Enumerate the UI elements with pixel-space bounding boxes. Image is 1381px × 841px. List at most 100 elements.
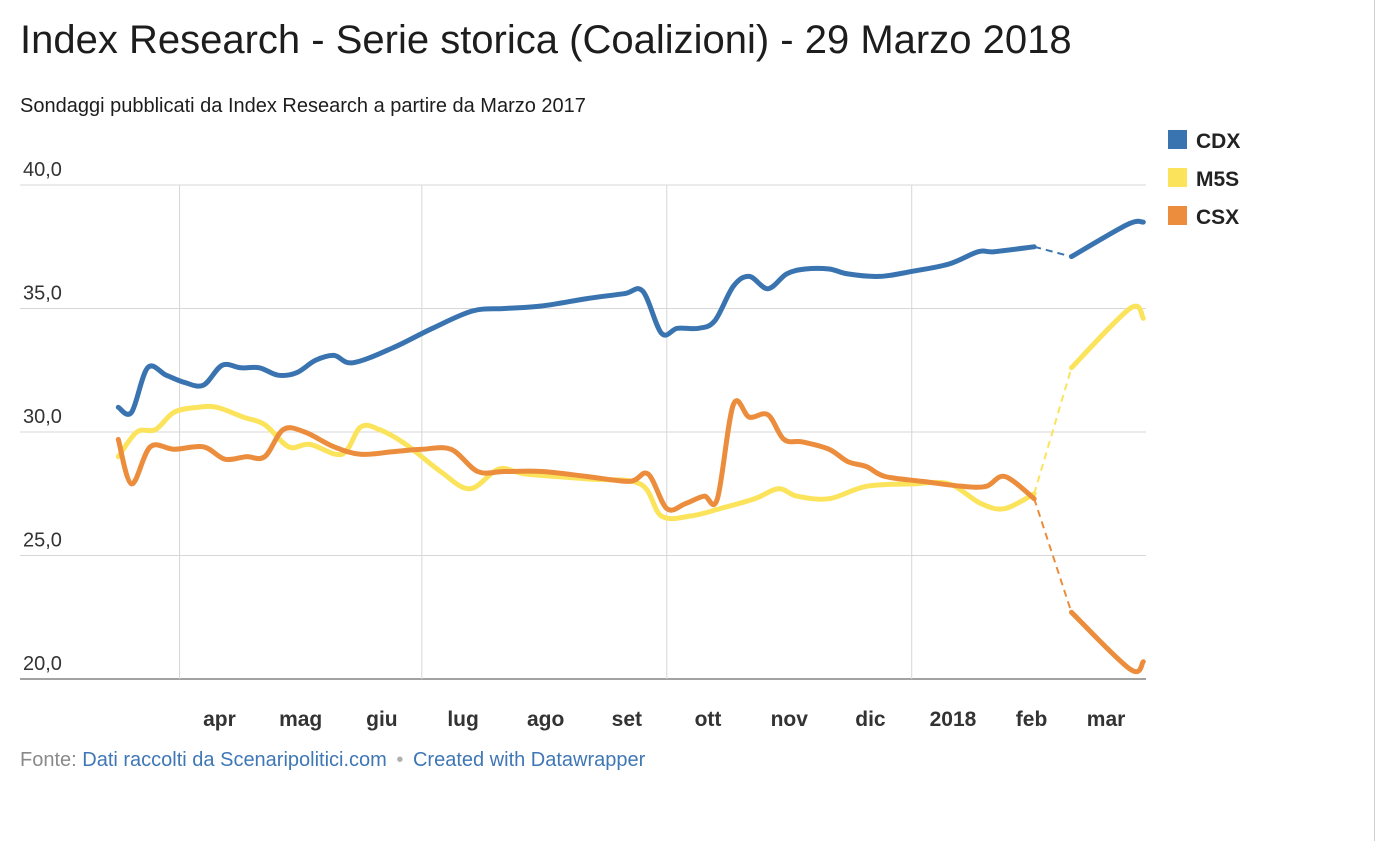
data-point-m5s: [1070, 367, 1072, 369]
data-point-csx: [391, 451, 393, 453]
data-point-csx: [202, 446, 204, 448]
data-point-m5s: [117, 456, 119, 458]
data-point-cdx: [165, 374, 167, 376]
datawrapper-credit-link[interactable]: Created with Datawrapper: [412, 749, 646, 771]
data-point-cdx: [698, 327, 700, 329]
data-point-cdx: [785, 273, 787, 275]
data-point-csx: [173, 448, 175, 450]
data-point-cdx: [351, 362, 353, 364]
series-line-csx-after: [1069, 609, 1146, 675]
legend-label-m5s: M5S: [1196, 168, 1239, 191]
data-point-cdx: [471, 310, 473, 312]
series-line-csx: [115, 398, 1037, 513]
data-point-csx: [303, 431, 305, 433]
x-tick-label: 2018: [930, 708, 977, 731]
data-point-m5s: [173, 411, 175, 413]
data-point-cdx: [1126, 223, 1128, 225]
data-point-cdx: [221, 364, 223, 366]
y-tick-label: 35,0: [23, 283, 62, 305]
y-tick-label: 20,0: [23, 653, 62, 675]
data-point-m5s: [216, 406, 218, 408]
data-point-csx: [130, 483, 132, 485]
series-gap-csx: [1033, 498, 1073, 613]
data-point-csx: [628, 480, 630, 482]
x-tick-label: ago: [527, 708, 564, 731]
data-point-cdx: [295, 372, 297, 374]
x-tick-label: mar: [1087, 708, 1126, 731]
data-point-m5s: [796, 495, 798, 497]
data-point-cdx: [184, 381, 186, 383]
data-point-m5s: [242, 416, 244, 418]
x-tick-label: apr: [203, 708, 236, 731]
data-point-csx: [264, 456, 266, 458]
data-point-cdx: [240, 367, 242, 369]
data-point-csx: [1142, 661, 1144, 663]
data-point-csx: [117, 438, 119, 440]
data-point-csx: [149, 446, 151, 448]
data-point-csx: [703, 495, 705, 497]
data-point-cdx: [314, 359, 316, 361]
data-point-csx: [503, 470, 505, 472]
series-gap-m5s: [1033, 367, 1073, 495]
x-tick-label: nov: [771, 708, 809, 731]
data-point-csx: [716, 497, 718, 499]
data-point-csx: [666, 507, 668, 509]
series-line-cdx: [115, 244, 1037, 417]
data-point-csx: [783, 438, 785, 440]
data-point-m5s: [341, 453, 343, 455]
data-point-csx: [421, 448, 423, 450]
data-point-cdx: [993, 250, 995, 252]
data-point-cdx: [660, 332, 662, 334]
data-point-m5s: [288, 446, 290, 448]
data-point-csx: [1129, 668, 1131, 670]
data-point-cdx: [948, 263, 950, 265]
x-tick-label: dic: [855, 708, 886, 731]
data-point-csx: [801, 441, 803, 443]
data-point-m5s: [865, 485, 867, 487]
data-point-csx: [586, 475, 588, 477]
x-tick-label: feb: [1016, 708, 1048, 731]
data-point-csx: [847, 460, 849, 462]
data-point-cdx: [642, 290, 644, 292]
data-point-m5s: [980, 502, 982, 504]
data-point-cdx: [828, 268, 830, 270]
x-tick-label: set: [612, 708, 642, 731]
data-point-cdx: [277, 374, 279, 376]
series-line-m5s-after: [1069, 303, 1146, 371]
data-point-cdx: [1033, 246, 1035, 248]
data-point-cdx: [911, 270, 913, 272]
legend-swatch-cdx: [1168, 130, 1187, 149]
data-point-csx: [1033, 497, 1035, 499]
data-point-cdx: [503, 307, 505, 309]
data-point-cdx: [117, 406, 119, 408]
data-point-cdx: [146, 367, 148, 369]
data-point-m5s: [264, 423, 266, 425]
data-point-m5s: [690, 515, 692, 517]
data-point-m5s: [136, 431, 138, 433]
data-point-csx: [245, 456, 247, 458]
data-point-m5s: [777, 488, 779, 490]
legend-swatch-m5s: [1168, 168, 1187, 187]
data-point-csx: [767, 414, 769, 416]
x-tick-label: giu: [366, 708, 398, 731]
data-point-cdx: [847, 273, 849, 275]
x-tick-label: lug: [447, 708, 479, 731]
data-point-cdx: [202, 384, 204, 386]
series-line-m5s: [115, 403, 1037, 522]
data-point-m5s: [639, 483, 641, 485]
source-label: Fonte:: [20, 749, 77, 771]
data-point-cdx: [586, 297, 588, 299]
data-point-cdx: [676, 327, 678, 329]
frame-border: [1374, 0, 1375, 841]
data-point-csx: [477, 470, 479, 472]
data-point-m5s: [359, 426, 361, 428]
y-tick-label: 30,0: [23, 406, 62, 428]
data-point-cdx: [391, 347, 393, 349]
series-line-cdx-after: [1069, 218, 1146, 260]
data-point-cdx: [748, 275, 750, 277]
data-point-csx: [732, 404, 734, 406]
data-point-m5s: [197, 406, 199, 408]
source-link[interactable]: Dati raccolti da Scenaripolitici.com: [82, 749, 387, 771]
data-point-csx: [828, 448, 830, 450]
chart-title: Index Research - Serie storica (Coalizio…: [20, 18, 1072, 62]
